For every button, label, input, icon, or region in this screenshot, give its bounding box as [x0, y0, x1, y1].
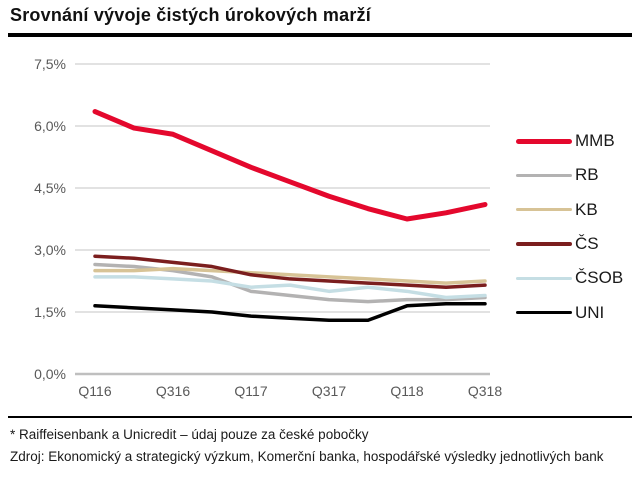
x-tick-label: Q318	[468, 383, 502, 399]
y-tick-label: 4,5%	[34, 180, 66, 196]
legend-swatch-ČSOB	[516, 276, 572, 281]
series-line-ČS	[93, 254, 487, 289]
series-line-MMB	[92, 109, 488, 222]
legend-item-UNI: UNI	[516, 295, 623, 329]
x-tick-label: Q316	[156, 383, 190, 399]
y-tick-label: 0,0%	[34, 366, 66, 382]
x-tick-label: Q117	[234, 383, 267, 399]
chart-legend: MMB RB KB ČS ČSOB UNI	[516, 124, 623, 330]
legend-label-KB: KB	[575, 199, 598, 219]
series-line-UNI	[93, 301, 487, 323]
footer-divider	[8, 416, 632, 418]
y-tick-label: 1,5%	[34, 304, 66, 320]
x-tick-label: Q116	[78, 383, 111, 399]
legend-swatch-RB	[516, 173, 572, 178]
source-note: Zdroj: Ekonomický a strategický výzkum, …	[10, 449, 604, 464]
legend-swatch-UNI	[516, 310, 572, 315]
legend-item-ČS: ČS	[516, 227, 623, 261]
series-line-KB	[93, 266, 487, 285]
x-tick-label: Q118	[390, 383, 423, 399]
legend-label-ČSOB: ČSOB	[575, 268, 624, 288]
y-tick-label: 7,5%	[34, 56, 66, 72]
legend-swatch-ČS	[516, 242, 572, 246]
net-interest-margin-line-chart: 7,5% 6,0% 4,5% 3,0% 1,5% 0,0% Q116 Q316 Q117 Q317…	[34, 56, 502, 399]
page-title: Srovnání vývoje čistých úrokových marží	[10, 5, 371, 25]
legend-item-MMB: MMB	[516, 124, 623, 158]
title-divider	[8, 33, 632, 37]
legend-item-ČSOB: ČSOB	[516, 261, 623, 295]
legend-swatch-MMB	[516, 138, 572, 144]
legend-label-UNI: UNI	[575, 302, 605, 322]
legend-item-KB: KB	[516, 193, 623, 227]
series-line-ČSOB	[93, 275, 487, 300]
legend-item-RB: RB	[516, 158, 623, 192]
legend-label-MMB: MMB	[575, 131, 615, 151]
y-tick-label: 3,0%	[34, 242, 66, 258]
y-tick-label: 6,0%	[34, 118, 66, 134]
legend-swatch-KB	[516, 207, 572, 212]
legend-label-ČS: ČS	[575, 234, 599, 254]
legend-label-RB: RB	[575, 165, 599, 185]
footnote: * Raiffeisenbank a Unicredit – údaj pouz…	[10, 427, 369, 442]
x-tick-label: Q317	[312, 383, 346, 399]
